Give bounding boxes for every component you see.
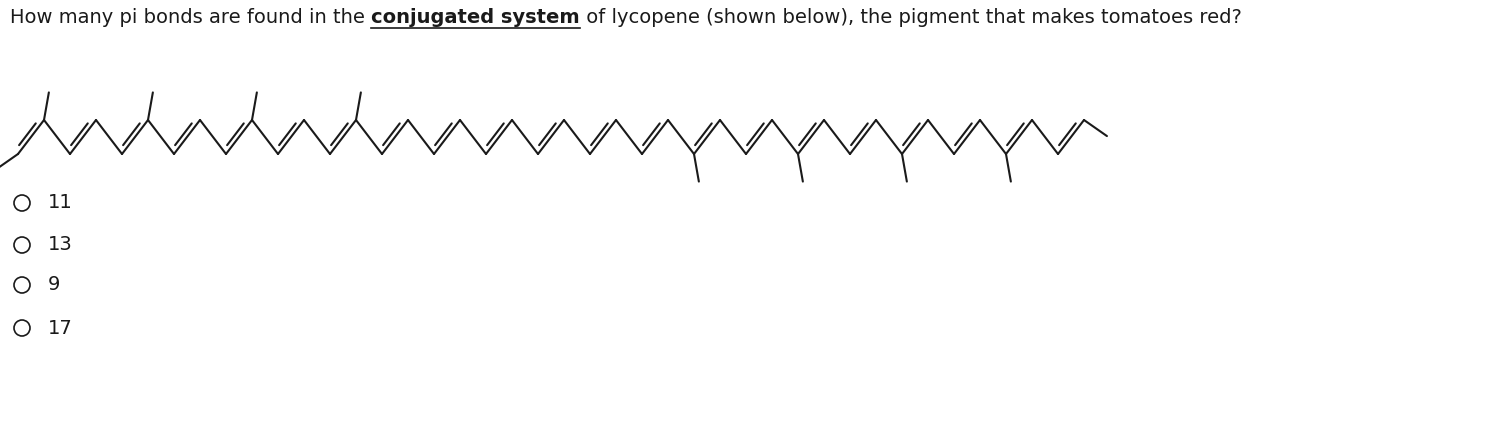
- Text: How many pi bonds are found in the: How many pi bonds are found in the: [11, 8, 370, 27]
- Text: 11: 11: [48, 194, 73, 212]
- Text: conjugated system: conjugated system: [370, 8, 579, 27]
- Text: 9: 9: [48, 276, 60, 294]
- Text: of lycopene (shown below), the pigment that makes tomatoes red?: of lycopene (shown below), the pigment t…: [579, 8, 1241, 27]
- Text: 17: 17: [48, 318, 73, 338]
- Text: 13: 13: [48, 236, 73, 254]
